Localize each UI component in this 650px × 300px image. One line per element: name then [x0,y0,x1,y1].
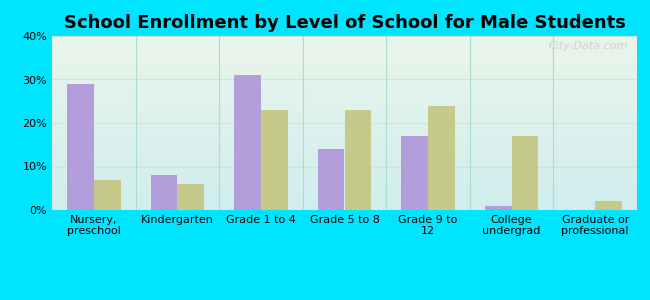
Title: School Enrollment by Level of School for Male Students: School Enrollment by Level of School for… [64,14,625,32]
Bar [177,184,204,210]
Bar [318,149,344,210]
Bar [67,84,94,210]
Bar [595,201,622,210]
Bar [344,110,371,210]
Bar [512,136,538,210]
Bar [401,136,428,210]
Text: City-Data.com: City-Data.com [549,41,628,51]
Bar [234,75,261,210]
Bar [94,179,120,210]
Bar [261,110,288,210]
Bar [428,106,455,210]
Bar [485,206,512,210]
Bar [151,175,177,210]
